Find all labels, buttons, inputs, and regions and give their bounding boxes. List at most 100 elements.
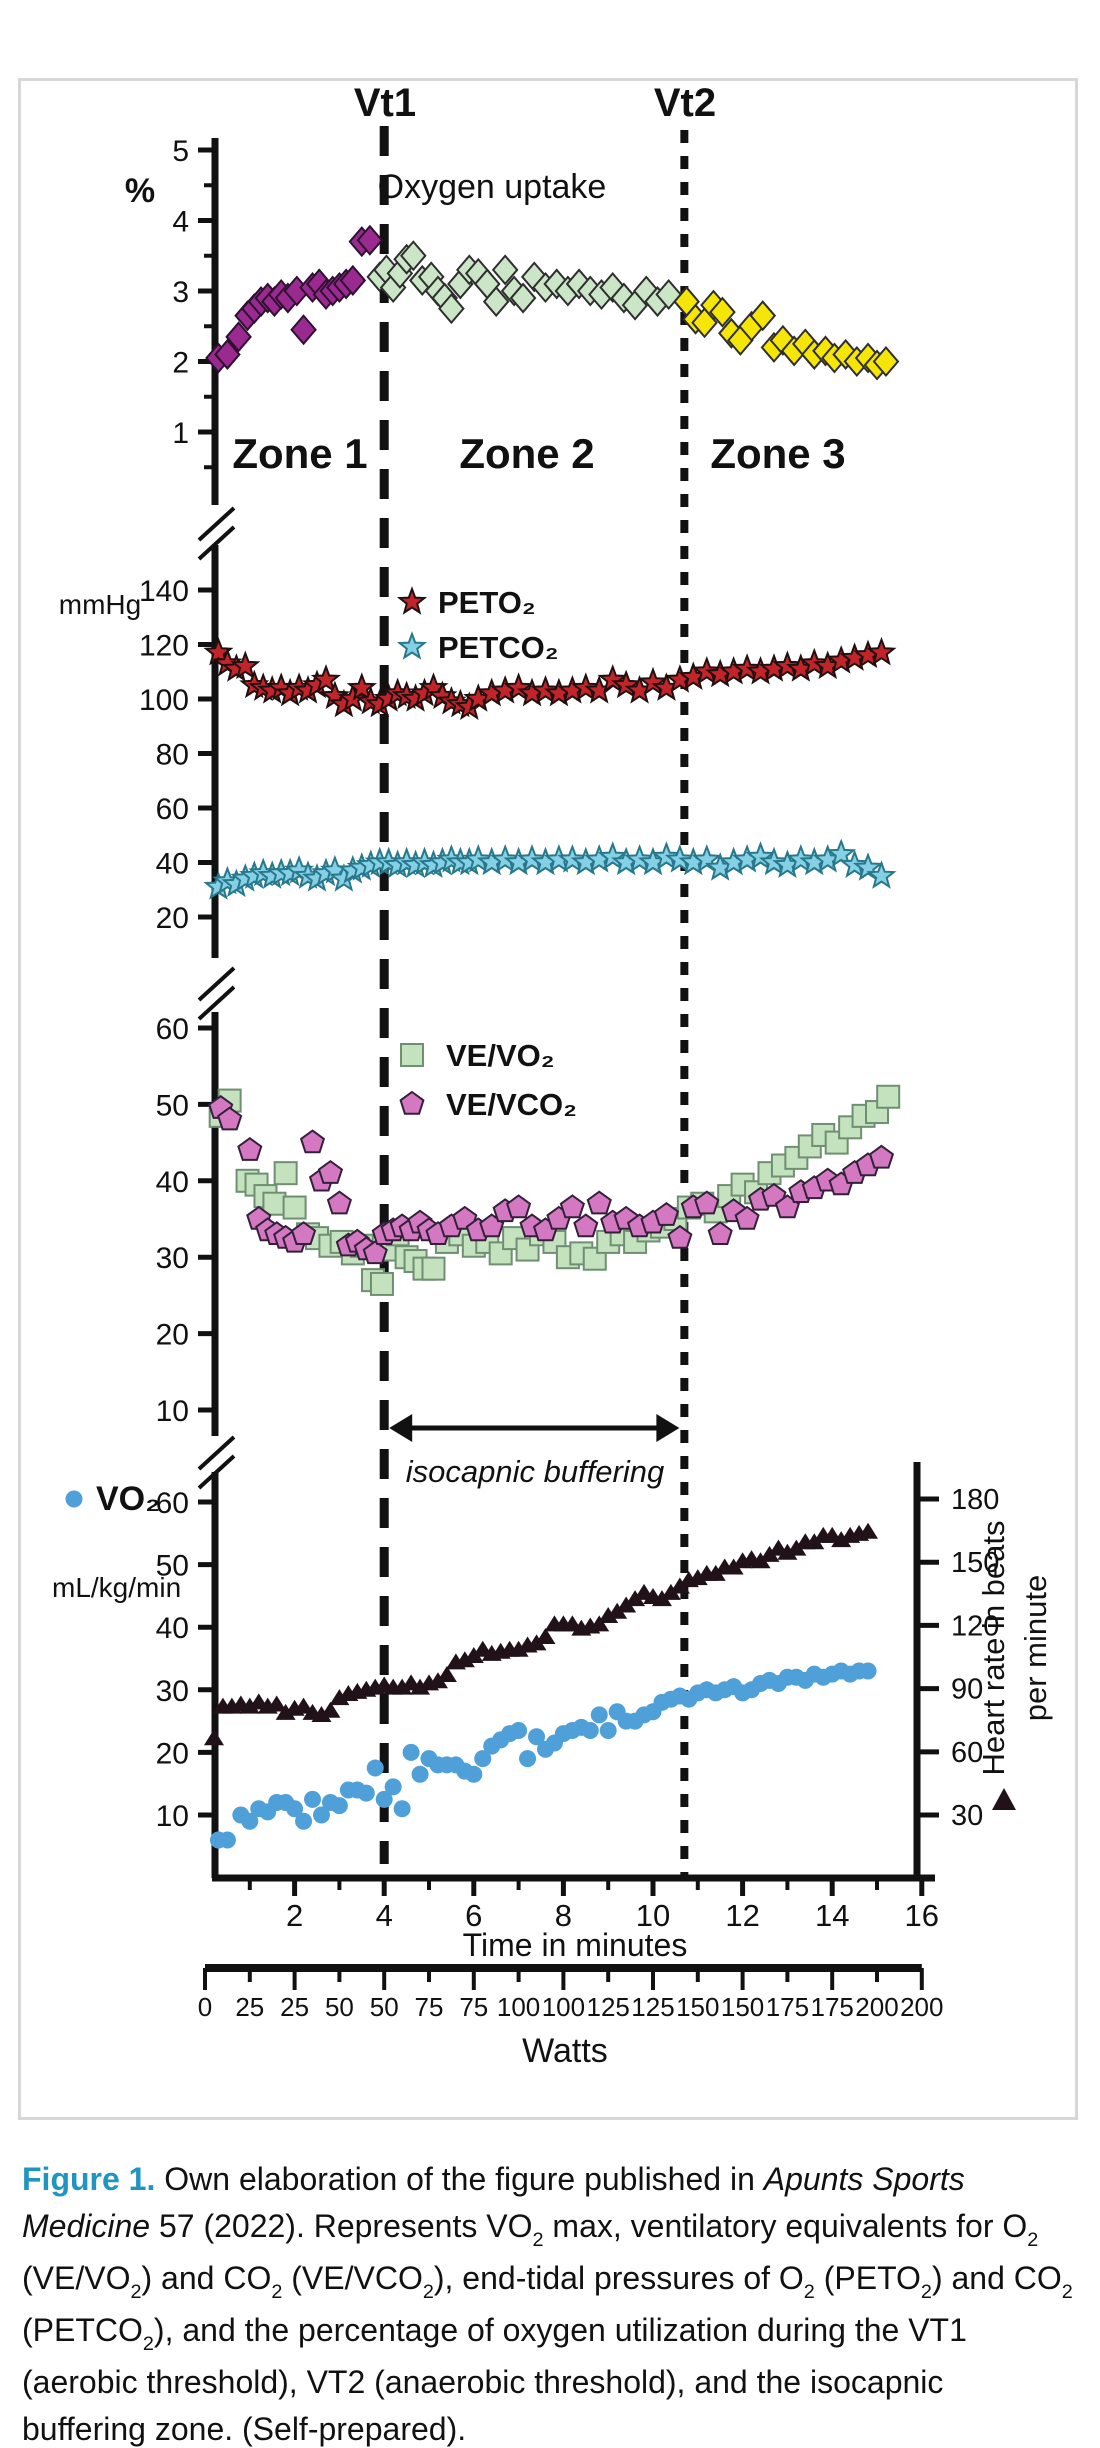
watts-tick-label: 150	[721, 1992, 764, 2022]
caption-segment: 2	[1061, 2280, 1073, 2303]
heart-rate-point	[804, 1533, 825, 1550]
vevo2-legend-label: VE/VO₂	[446, 1038, 555, 1073]
watts-axis-title: Watts	[522, 2032, 608, 2070]
heart-rate-point	[687, 1569, 708, 1586]
y-tick-label-panel4: 40	[156, 1612, 189, 1645]
y-tick-label-panel3: 20	[156, 1319, 189, 1352]
heart-rate-point	[463, 1647, 484, 1664]
vo2-point	[241, 1812, 259, 1830]
vo2-point	[590, 1706, 608, 1724]
axis-break-slash	[197, 525, 236, 561]
vt1-label: Vt1	[354, 81, 416, 125]
ve-vco2-point	[217, 1106, 243, 1131]
isocapnic-buffering-label: isocapnic buffering	[406, 1454, 665, 1489]
caption-segment: (VE/VO	[22, 2260, 131, 2296]
data-markers-layer	[65, 224, 901, 1849]
ve-vco2-point	[299, 1129, 326, 1154]
watts-tick-label: 125	[631, 1992, 674, 2022]
y-tick-label-panel2: 120	[139, 630, 189, 663]
watts-tick-label: 125	[587, 1992, 630, 2022]
ve-vco2-point	[734, 1205, 760, 1230]
ve-vco2-point	[694, 1190, 720, 1215]
ve-vco2-point	[573, 1213, 599, 1238]
ve-vco2-point	[667, 1224, 693, 1249]
caption-segment: ) and CO	[931, 2260, 1062, 2296]
axis-break-slash	[197, 1435, 236, 1471]
ve-vo2-point	[282, 1195, 307, 1220]
y-tick-label-panel3: 10	[156, 1395, 189, 1428]
watts-tick-label: 175	[811, 1992, 854, 2022]
petco2-point	[853, 852, 884, 881]
ve-vco2-point	[586, 1190, 612, 1215]
heart-rate-point	[535, 1628, 556, 1645]
heart-rate-axis-triangle-icon	[992, 1788, 1016, 1810]
watts-tick-label: 50	[370, 1992, 399, 2022]
y-tick-label-panel2: 60	[156, 793, 189, 826]
petco2-point	[866, 860, 897, 889]
oxygen-uptake-zone1-point	[339, 264, 367, 296]
caption-segment: Apunts Sports Medicine	[22, 2161, 965, 2244]
caption-segment: 2	[142, 2332, 154, 2355]
y-tick-label-panel2: 140	[139, 575, 189, 608]
heart-rate-point	[651, 1590, 672, 1607]
oxygen-uptake-zone1-point	[290, 314, 317, 346]
caption-segment: (PETCO	[22, 2312, 143, 2348]
time-tick-label: 16	[905, 1898, 939, 1933]
axes-layer: 5432114012010080604020605040302010605040…	[139, 135, 999, 2022]
y-tick-label-panel4: 50	[156, 1550, 189, 1583]
heart-rate-point	[427, 1672, 448, 1689]
figure-caption: Figure 1. Own elaboration of the figure …	[22, 2156, 1076, 2448]
heart-rate-point	[786, 1539, 807, 1556]
heart-rate-point	[392, 1678, 413, 1695]
caption-segment: 2	[920, 2280, 932, 2303]
oxygen-uptake-zone2-point	[438, 293, 465, 325]
oxygen-uptake-zone3-point	[749, 300, 777, 332]
watts-tick-label: 100	[542, 1992, 585, 2022]
caption-segment: (PETO	[814, 2260, 921, 2296]
heart-rate-point	[607, 1602, 628, 1619]
axis-break-slash	[197, 985, 236, 1021]
caption-segment: 57 (2022). Represents VO	[150, 2208, 533, 2244]
ve-vco2-point	[317, 1159, 344, 1184]
vo2-point	[330, 1797, 348, 1815]
time-tick-label: 14	[815, 1898, 849, 1933]
ve-vco2-point	[506, 1194, 532, 1219]
heart-rate-point	[239, 1697, 260, 1714]
vo2-point	[599, 1721, 617, 1739]
heart-rate-point	[293, 1697, 314, 1714]
vo2-legend-marker	[65, 1490, 83, 1508]
petco2-point	[597, 841, 628, 870]
heart-rate-point	[589, 1615, 610, 1632]
heart-rate-tick-label: 180	[951, 1484, 999, 1516]
peto2-point	[503, 672, 534, 701]
heart-rate-point	[203, 1729, 224, 1746]
vevco2-legend-label: VE/VCO₂	[446, 1087, 577, 1122]
isocapnic-arrow-head-left	[389, 1414, 413, 1442]
oxygen-uptake-zone2-point	[482, 286, 510, 318]
heart-rate-tick-label: 30	[951, 1800, 983, 1832]
y-tick-label-panel3: 40	[156, 1166, 189, 1199]
zone3-label: Zone 3	[710, 430, 845, 477]
ve-vo2-point	[273, 1161, 298, 1186]
figure-border	[18, 78, 1078, 2120]
caption-segment: ), and the percentage of oxygen utilizat…	[22, 2312, 967, 2447]
oxygen-uptake-zone2-point	[509, 282, 537, 314]
y-tick-label-panel4: 10	[156, 1800, 189, 1833]
peto2-point	[230, 650, 261, 680]
heart-rate-point	[598, 1606, 619, 1623]
ve-vco2-point	[707, 1221, 733, 1245]
y-tick-label-panel4: 30	[156, 1675, 189, 1708]
vo2-point	[312, 1806, 330, 1824]
oxygen-uptake-title: Oxygen uptake	[378, 168, 607, 206]
petco2-point	[691, 843, 722, 873]
vo2-point	[286, 1800, 304, 1818]
oxygen-uptake-zone1-point	[356, 224, 384, 256]
y-tick-label-panel4: 60	[156, 1487, 189, 1520]
vo2-point	[510, 1721, 528, 1739]
y-tick-label-panel3: 30	[156, 1242, 189, 1275]
peto2-point	[346, 672, 377, 701]
caption-segment: 2	[1027, 2228, 1039, 2251]
time-tick-label: 10	[636, 1898, 670, 1933]
heart-rate-tick-label: 60	[951, 1737, 983, 1769]
